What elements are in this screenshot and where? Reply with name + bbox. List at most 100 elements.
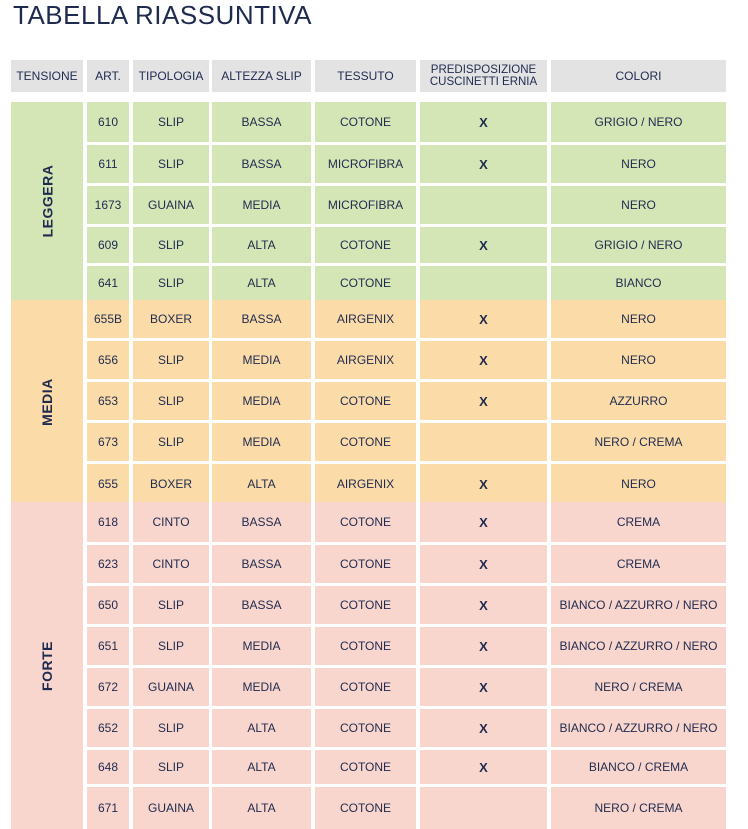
colori-cell: AZZURRO <box>551 382 726 420</box>
tipologia-cell: GUAINA <box>133 186 209 224</box>
art-cell: 655 <box>87 464 129 504</box>
tessuto-cell: COTONE <box>315 423 416 461</box>
tipologia-cell: CINTO <box>133 545 209 583</box>
art-cell: 651 <box>87 627 129 665</box>
art-cell: 623 <box>87 545 129 583</box>
tessuto-cell: COTONE <box>315 750 416 784</box>
colori-cell: NERO <box>551 341 726 379</box>
colori-cell: BIANCO / CREMA <box>551 750 726 784</box>
colori-cell: CREMA <box>551 545 726 583</box>
art-cell: 653 <box>87 382 129 420</box>
art-cell: 618 <box>87 502 129 542</box>
tipologia-cell: SLIP <box>133 750 209 784</box>
ernia-cell: X <box>420 502 547 542</box>
tessuto-cell: COTONE <box>315 227 416 263</box>
altezza-cell: ALTA <box>212 787 311 829</box>
tipologia-cell: GUAINA <box>133 668 209 706</box>
colori-cell: NERO <box>551 145 726 183</box>
ernia-cell <box>420 266 547 300</box>
ernia-cell: X <box>420 545 547 583</box>
tipologia-cell: BOXER <box>133 464 209 504</box>
tipologia-cell: SLIP <box>133 266 209 300</box>
ernia-cell: X <box>420 382 547 420</box>
art-header: ART. <box>87 60 129 92</box>
art-cell: 671 <box>87 787 129 829</box>
ernia-cell: X <box>420 586 547 624</box>
tensione-group-media: MEDIA <box>11 300 83 504</box>
colori-cell: BIANCO / AZZURRO / NERO <box>551 627 726 665</box>
altezza-cell: MEDIA <box>212 668 311 706</box>
colori-cell: BIANCO / AZZURRO / NERO <box>551 709 726 747</box>
tensione-label: FORTE <box>38 640 55 691</box>
tipologia-cell: SLIP <box>133 227 209 263</box>
ernia-cell <box>420 186 547 224</box>
altezza-cell: ALTA <box>212 464 311 504</box>
art-cell: 641 <box>87 266 129 300</box>
tessuto-cell: COTONE <box>315 586 416 624</box>
colori-cell: NERO <box>551 464 726 504</box>
tipologia-cell: SLIP <box>133 627 209 665</box>
altezza-header: ALTEZZA SLIP <box>212 60 311 92</box>
altezza-cell: BASSA <box>212 300 311 338</box>
tipologia-cell: SLIP <box>133 586 209 624</box>
ernia-cell: X <box>420 300 547 338</box>
tipologia-cell: SLIP <box>133 102 209 142</box>
art-cell: 673 <box>87 423 129 461</box>
altezza-cell: MEDIA <box>212 186 311 224</box>
ernia-cell: X <box>420 627 547 665</box>
altezza-cell: MEDIA <box>212 382 311 420</box>
tipologia-cell: SLIP <box>133 145 209 183</box>
altezza-cell: ALTA <box>212 709 311 747</box>
altezza-cell: ALTA <box>212 750 311 784</box>
tipologia-header: TIPOLOGIA <box>133 60 209 92</box>
tessuto-cell: COTONE <box>315 545 416 583</box>
tessuto-cell: AIRGENIX <box>315 300 416 338</box>
ernia-cell: X <box>420 709 547 747</box>
page-title: TABELLA RIASSUNTIVA <box>13 0 312 30</box>
tessuto-header: TESSUTO <box>315 60 416 92</box>
ernia-cell: X <box>420 668 547 706</box>
tipologia-cell: GUAINA <box>133 787 209 829</box>
tessuto-cell: COTONE <box>315 787 416 829</box>
tessuto-cell: COTONE <box>315 102 416 142</box>
art-cell: 652 <box>87 709 129 747</box>
tensione-label: MEDIA <box>39 378 55 426</box>
colori-cell: CREMA <box>551 502 726 542</box>
ernia-header: PREDISPOSIZIONE CUSCINETTI ERNIA <box>420 60 547 92</box>
tessuto-cell: COTONE <box>315 627 416 665</box>
ernia-cell: X <box>420 227 547 263</box>
altezza-cell: ALTA <box>212 266 311 300</box>
colori-cell: GRIGIO / NERO <box>551 102 726 142</box>
colori-cell: GRIGIO / NERO <box>551 227 726 263</box>
tessuto-cell: AIRGENIX <box>315 464 416 504</box>
ernia-cell: X <box>420 464 547 504</box>
art-cell: 610 <box>87 102 129 142</box>
art-cell: 609 <box>87 227 129 263</box>
colori-cell: NERO / CREMA <box>551 787 726 829</box>
altezza-cell: MEDIA <box>212 627 311 665</box>
art-cell: 672 <box>87 668 129 706</box>
ernia-cell: X <box>420 102 547 142</box>
art-cell: 650 <box>87 586 129 624</box>
tessuto-cell: MICROFIBRA <box>315 145 416 183</box>
tipologia-cell: CINTO <box>133 502 209 542</box>
colori-header: COLORI <box>551 60 726 92</box>
tensione-header: TENSIONE <box>11 60 83 92</box>
tipologia-cell: SLIP <box>133 709 209 747</box>
colori-cell: NERO / CREMA <box>551 423 726 461</box>
tipologia-cell: SLIP <box>133 341 209 379</box>
art-cell: 611 <box>87 145 129 183</box>
tensione-group-leggera: LEGGERA <box>11 102 83 300</box>
tipologia-cell: BOXER <box>133 300 209 338</box>
tensione-label: LEGGERA <box>39 164 56 238</box>
ernia-cell: X <box>420 145 547 183</box>
tipologia-cell: SLIP <box>133 382 209 420</box>
altezza-cell: BASSA <box>212 145 311 183</box>
art-cell: 1673 <box>87 186 129 224</box>
ernia-cell <box>420 423 547 461</box>
altezza-cell: ALTA <box>212 227 311 263</box>
tessuto-cell: COTONE <box>315 266 416 300</box>
altezza-cell: BASSA <box>212 102 311 142</box>
tensione-group-forte: FORTE <box>11 502 83 829</box>
colori-cell: BIANCO <box>551 266 726 300</box>
